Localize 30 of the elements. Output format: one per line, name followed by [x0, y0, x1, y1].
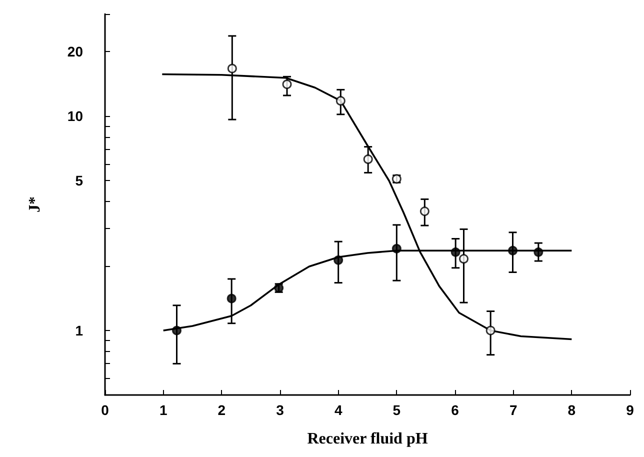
- point: [282, 80, 292, 90]
- x-tick-label: 8: [568, 402, 576, 418]
- point: [534, 247, 544, 257]
- point: [363, 154, 373, 164]
- x-tick-label: 9: [626, 402, 634, 418]
- point: [392, 244, 402, 254]
- x-tick-label: 6: [451, 402, 460, 418]
- y-tick-label: 10: [67, 108, 84, 124]
- point: [486, 326, 496, 336]
- x-tick-label: 1: [159, 402, 168, 418]
- point: [227, 64, 237, 74]
- point: [226, 294, 236, 304]
- y-tick-label: 5: [75, 172, 84, 189]
- x-tick-label: 2: [218, 402, 226, 418]
- y-axis-title: J*: [26, 196, 44, 212]
- x-tick-label: 3: [276, 402, 284, 418]
- point: [172, 326, 182, 336]
- point: [420, 206, 430, 216]
- x-axis-title: Receiver fluid pH: [307, 430, 428, 448]
- point: [459, 254, 468, 264]
- point: [336, 96, 346, 106]
- x-tick-label: 7: [509, 402, 518, 418]
- point: [450, 247, 460, 257]
- y-tick-label: 20: [67, 44, 84, 60]
- x-tick-label: 5: [392, 402, 401, 418]
- x-tick-label: 0: [101, 402, 110, 418]
- point: [334, 255, 344, 265]
- y-tick-label: 1: [75, 322, 84, 338]
- point: [508, 246, 518, 256]
- x-tick-label: 4: [334, 402, 342, 418]
